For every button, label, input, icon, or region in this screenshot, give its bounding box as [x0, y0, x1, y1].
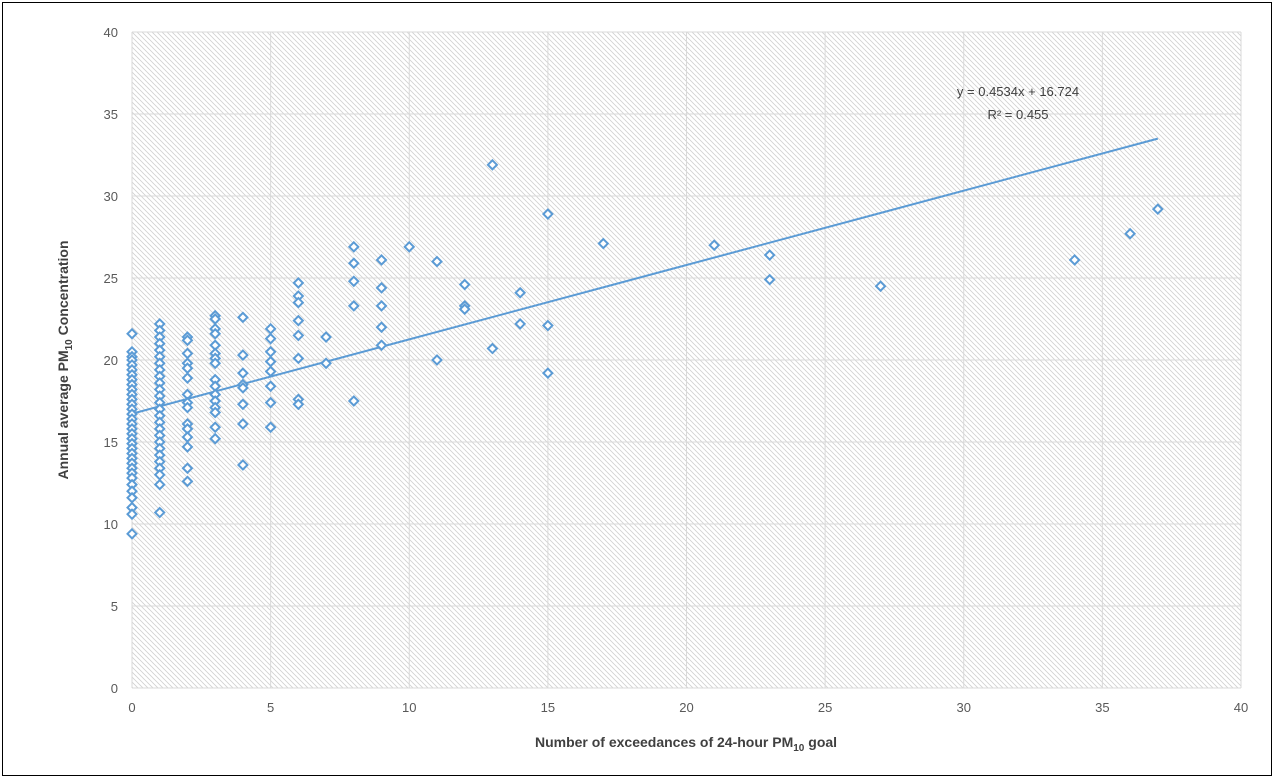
y-tick-label: 35 — [104, 107, 118, 122]
trendline-equation: y = 0.4534x + 16.724 — [957, 84, 1079, 99]
x-tick-label: 20 — [679, 700, 693, 715]
x-tick-label: 0 — [128, 700, 135, 715]
data-point — [1151, 203, 1164, 216]
y-tick-label: 5 — [111, 599, 118, 614]
data-point — [1068, 254, 1081, 266]
data-point — [375, 254, 388, 266]
data-point — [347, 257, 360, 270]
data-point — [541, 367, 554, 380]
data-point — [181, 401, 194, 414]
data-point — [236, 367, 249, 380]
data-point — [264, 332, 277, 345]
data-point — [209, 327, 222, 340]
data-point — [292, 352, 305, 365]
y-tick-labels: 0 5 10 15 20 25 30 35 40 — [104, 25, 118, 696]
data-point — [320, 331, 332, 343]
data-point — [347, 275, 360, 288]
data-point — [236, 311, 249, 324]
y-tick-label: 30 — [104, 189, 118, 204]
x-tick-label: 25 — [818, 700, 832, 715]
data-point — [209, 406, 222, 419]
trendline-r2: R² = 0.455 — [987, 107, 1048, 122]
data-point — [264, 365, 277, 378]
data-point — [209, 357, 222, 370]
data-point — [181, 475, 194, 488]
data-point — [181, 441, 194, 453]
data-point — [375, 321, 388, 334]
data-point — [181, 372, 194, 384]
data-point — [514, 286, 527, 299]
data-point — [874, 280, 887, 293]
y-tick-label: 20 — [104, 353, 118, 368]
scatter-chart: 0 5 10 15 20 25 30 35 40 0 5 10 15 20 25 30 35 40 y = 0.… — [55, 25, 1248, 754]
data-point — [763, 273, 776, 286]
data-point — [541, 208, 554, 220]
y-axis-title: Annual average PM10 Concentration — [55, 240, 75, 479]
data-point — [153, 506, 166, 519]
data-point — [236, 398, 249, 411]
data-point — [181, 462, 194, 475]
data-point — [209, 432, 222, 445]
x-tick-label: 5 — [267, 700, 274, 715]
y-tick-label: 0 — [111, 681, 118, 696]
data-point — [181, 334, 194, 347]
x-tick-label: 30 — [957, 700, 971, 715]
data-points — [126, 158, 1164, 540]
data-point — [403, 240, 416, 253]
data-point — [375, 281, 388, 294]
data-point — [458, 278, 471, 291]
data-point — [347, 395, 360, 407]
data-point — [292, 314, 305, 327]
x-axis-title: Number of exceedances of 24-hour PM10 go… — [535, 734, 837, 754]
data-point — [347, 240, 360, 253]
data-point — [126, 527, 138, 540]
data-point — [264, 396, 277, 409]
x-tick-label: 15 — [541, 700, 555, 715]
data-point — [292, 329, 305, 342]
data-point — [486, 158, 499, 171]
data-point — [375, 299, 388, 312]
data-point — [292, 398, 305, 411]
data-point — [541, 319, 554, 332]
data-point — [431, 255, 443, 268]
data-point — [514, 318, 527, 330]
x-tick-label: 35 — [1095, 700, 1109, 715]
data-point — [236, 349, 249, 361]
y-tick-label: 40 — [104, 25, 118, 40]
data-point — [292, 296, 305, 309]
gridlines — [131, 31, 1242, 689]
data-point — [126, 327, 138, 340]
data-point — [236, 459, 249, 471]
data-point — [320, 357, 332, 370]
data-point — [763, 249, 776, 261]
x-tick-label: 40 — [1234, 700, 1248, 715]
y-tick-label: 15 — [104, 435, 118, 450]
y-tick-label: 25 — [104, 271, 118, 286]
data-point — [292, 277, 305, 289]
data-point — [431, 354, 443, 366]
data-point — [264, 380, 277, 393]
data-point — [126, 508, 138, 521]
data-point — [347, 299, 360, 312]
y-tick-label: 10 — [104, 517, 118, 532]
data-point — [597, 237, 610, 250]
x-tick-label: 10 — [402, 700, 416, 715]
trendline — [131, 137, 1159, 415]
data-point — [458, 303, 471, 316]
data-point — [486, 342, 499, 355]
data-point — [1124, 227, 1137, 240]
data-point — [236, 381, 249, 394]
data-point — [209, 421, 222, 434]
data-point — [375, 339, 388, 352]
data-point — [153, 478, 166, 491]
data-point — [236, 418, 249, 430]
x-tick-labels: 0 5 10 15 20 25 30 35 40 — [128, 700, 1248, 715]
data-point — [708, 239, 721, 252]
data-point — [264, 421, 277, 434]
